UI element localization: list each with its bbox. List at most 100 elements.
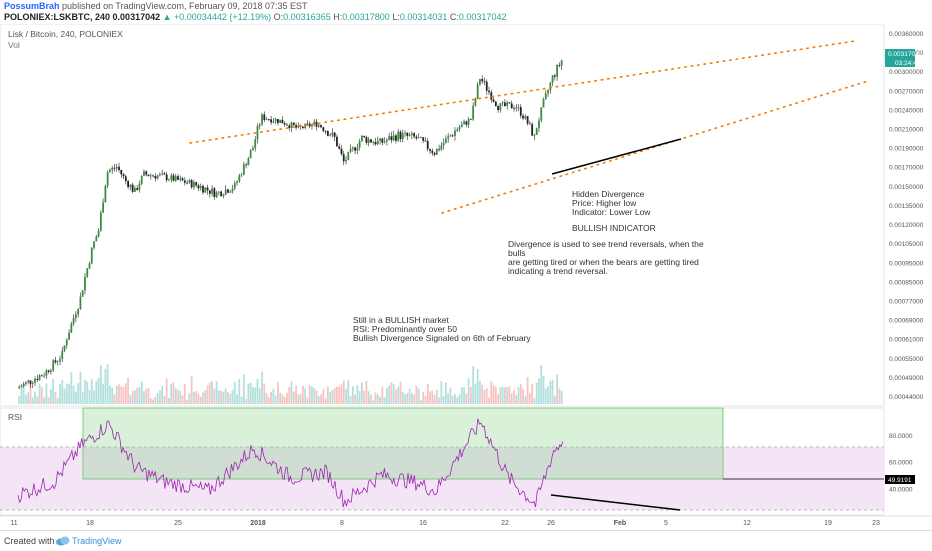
chart-frame[interactable]: Lisk / Bitcoin, 240, POLONIEX Vol Hidden… bbox=[0, 23, 932, 530]
pane-title: Lisk / Bitcoin, 240, POLONIEX bbox=[8, 29, 123, 39]
volume-bar bbox=[336, 386, 338, 404]
time-axis[interactable]: 11 18 25 2018 8 16 22 26 Feb 5 12 19 23 bbox=[10, 520, 880, 527]
volume-bar bbox=[168, 397, 170, 404]
volume-bar bbox=[515, 395, 518, 404]
volume-bar bbox=[227, 392, 229, 404]
volume-bar bbox=[188, 393, 191, 404]
volume-bar bbox=[533, 398, 536, 404]
candle-body bbox=[406, 132, 409, 137]
volume-bar bbox=[56, 397, 59, 404]
svg-text:Bullish Divergence Signaled on: Bullish Divergence Signaled on 6th of Fe… bbox=[353, 333, 531, 343]
volume-bar bbox=[229, 393, 232, 404]
candle-body bbox=[267, 119, 270, 120]
volume-bar bbox=[174, 388, 177, 404]
candle-body bbox=[40, 375, 43, 377]
candle-body bbox=[397, 131, 400, 141]
volume-bar bbox=[551, 379, 554, 404]
candle-body bbox=[240, 174, 243, 176]
candle-body bbox=[149, 175, 152, 177]
candle-body bbox=[370, 139, 372, 143]
candle-body bbox=[25, 381, 27, 384]
candle-body bbox=[147, 174, 150, 177]
volume-bar bbox=[361, 382, 363, 404]
volume-bar bbox=[522, 388, 524, 404]
volume-bar bbox=[222, 391, 225, 404]
candle-body bbox=[220, 191, 223, 197]
lower-trendline[interactable] bbox=[441, 80, 869, 214]
volume-bar bbox=[261, 371, 263, 404]
time-tick-label: 22 bbox=[501, 520, 509, 527]
candle-body bbox=[190, 180, 193, 188]
volume-bar bbox=[109, 385, 111, 404]
volume-bar bbox=[379, 396, 381, 404]
author-link[interactable]: PossumBrah bbox=[4, 1, 60, 11]
candle-body bbox=[256, 126, 259, 140]
volume-bar bbox=[381, 386, 384, 404]
candle-body bbox=[124, 176, 127, 182]
price-divergence-line[interactable] bbox=[551, 138, 682, 175]
volume-bar bbox=[531, 383, 534, 404]
rsi-axis[interactable]: 80.0000 60.0000 40.0000 bbox=[889, 433, 913, 494]
candle-body bbox=[106, 171, 109, 186]
volume-bar bbox=[474, 383, 477, 404]
candle-body bbox=[326, 131, 329, 136]
volume-bar bbox=[127, 377, 129, 404]
candle-body bbox=[242, 164, 245, 175]
price-pane[interactable] bbox=[0, 23, 885, 407]
price-axis[interactable]: 0.003600000.003300000.003000000.00270000… bbox=[889, 31, 924, 401]
last-price-tag bbox=[885, 49, 915, 58]
candle-body bbox=[233, 183, 236, 189]
volume-bar bbox=[519, 384, 522, 404]
volume-bar bbox=[27, 392, 30, 404]
chart-svg[interactable]: Lisk / Bitcoin, 240, POLONIEX Vol Hidden… bbox=[0, 23, 932, 530]
svg-text:Divergence is used to see tren: Divergence is used to see trend reversal… bbox=[508, 239, 704, 249]
volume-bar bbox=[472, 365, 475, 404]
volume-bar bbox=[547, 386, 549, 404]
candle-body bbox=[401, 133, 404, 140]
price-tick-label: 0.00044000 bbox=[889, 394, 924, 401]
candle-body bbox=[454, 130, 456, 137]
candle-body bbox=[129, 184, 132, 188]
volume-bar bbox=[499, 386, 502, 404]
candle-body bbox=[22, 383, 25, 387]
price-tick-label: 0.00360000 bbox=[889, 31, 924, 38]
volume-bar bbox=[25, 395, 27, 404]
candle-body bbox=[206, 187, 209, 191]
candle-body bbox=[499, 103, 502, 111]
volume-bar bbox=[124, 383, 127, 404]
candle-body bbox=[63, 345, 66, 351]
rsi-bullish-zone[interactable] bbox=[82, 407, 724, 480]
volume-bar bbox=[65, 383, 68, 404]
volume-bar bbox=[22, 386, 25, 404]
candle-body bbox=[320, 125, 322, 128]
candle-body bbox=[415, 136, 418, 139]
tradingview-brand[interactable]: TradingView bbox=[72, 536, 122, 546]
volume-bar bbox=[467, 378, 470, 404]
price-tick-label: 0.00077000 bbox=[889, 298, 924, 305]
candle-body bbox=[449, 135, 452, 137]
volume-bar bbox=[299, 393, 302, 404]
volume-bar bbox=[313, 388, 316, 404]
volume-bar bbox=[29, 382, 32, 404]
volume-bar bbox=[95, 381, 98, 404]
candle-body bbox=[245, 164, 248, 166]
candle-body bbox=[283, 123, 286, 125]
volume-bar bbox=[34, 391, 36, 404]
upper-trendline[interactable] bbox=[189, 40, 856, 144]
price-tick-label: 0.00120000 bbox=[889, 222, 924, 229]
volume-bar bbox=[479, 380, 481, 404]
candle-body bbox=[288, 125, 291, 128]
candle-body bbox=[52, 360, 55, 371]
volume-bar bbox=[238, 378, 241, 404]
candle-body bbox=[197, 185, 200, 189]
candle-body bbox=[38, 375, 41, 380]
candle-body bbox=[79, 296, 82, 309]
rsi-divergence-line[interactable] bbox=[550, 494, 681, 511]
candle-body bbox=[526, 116, 529, 124]
volume-bar bbox=[342, 380, 345, 404]
volume-bar bbox=[363, 390, 366, 404]
volume-bar bbox=[156, 392, 159, 404]
candle-body bbox=[181, 178, 184, 181]
last-price: 0.00317042 bbox=[112, 12, 161, 22]
volume-bar bbox=[111, 387, 114, 404]
